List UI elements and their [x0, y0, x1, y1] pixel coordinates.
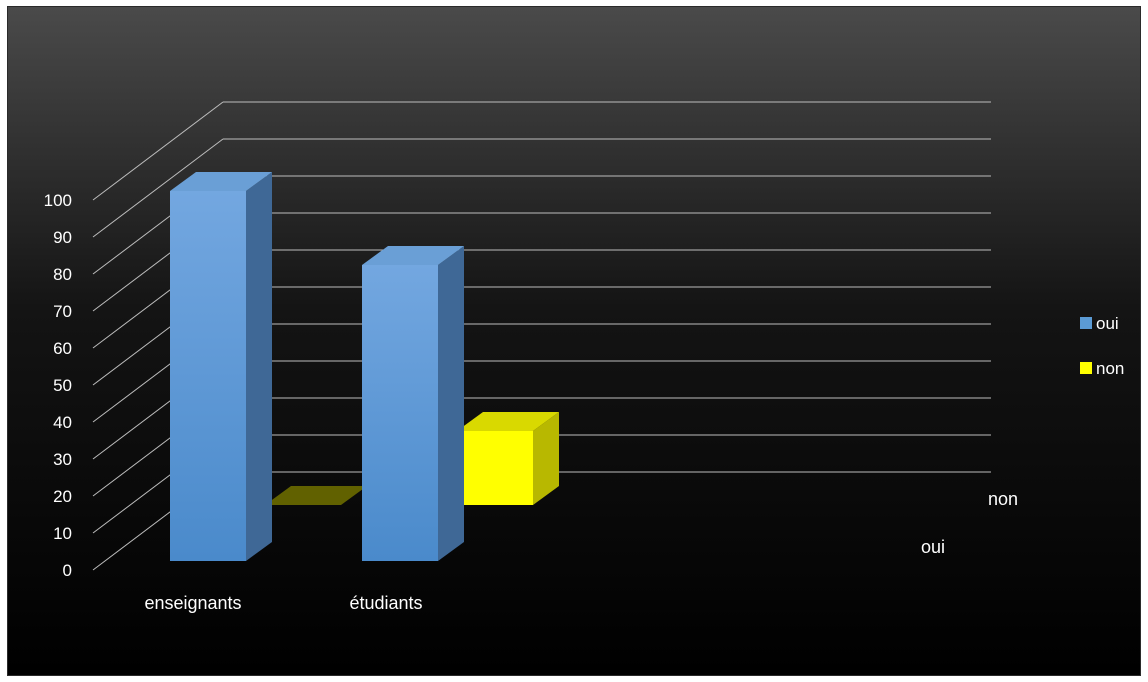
legend-label: oui	[1096, 314, 1119, 333]
bars	[170, 172, 559, 561]
bar-top	[265, 486, 367, 505]
bar-oui-enseignants	[170, 172, 272, 561]
bar-side	[533, 412, 559, 505]
legend-item-non: non	[1080, 359, 1124, 378]
bar-side	[438, 246, 464, 561]
legend: oui non	[1080, 314, 1124, 378]
gridline-side	[92, 101, 224, 201]
bar-non-étudiants	[457, 412, 559, 505]
bar-front	[170, 191, 246, 561]
x-category-label: enseignants	[144, 593, 241, 613]
x-axis-categories: enseignants étudiants	[144, 593, 422, 613]
chart-area: 0 10 20 30 40 50 60 70 80 90 100 enseignants étudia…	[7, 6, 1141, 676]
bar-front	[362, 265, 438, 561]
y-tick-label: 10	[53, 524, 72, 543]
bar-top	[457, 412, 559, 431]
y-tick-label: 20	[53, 487, 72, 506]
legend-item-oui: oui	[1080, 314, 1119, 333]
depth-axis-labels: non oui	[921, 489, 1018, 557]
chart-svg: 0 10 20 30 40 50 60 70 80 90 100 enseignants étudia…	[8, 7, 1140, 675]
y-axis-ticks: 0 10 20 30 40 50 60 70 80 90 100	[44, 191, 72, 580]
y-tick-label: 90	[53, 228, 72, 247]
bar-non-enseignants	[265, 486, 367, 505]
x-category-label: étudiants	[349, 593, 422, 613]
gridline-side	[92, 138, 224, 238]
y-tick-label: 50	[53, 376, 72, 395]
bar-oui-étudiants	[362, 246, 464, 561]
y-tick-label: 70	[53, 302, 72, 321]
legend-label: non	[1096, 359, 1124, 378]
y-tick-label: 30	[53, 450, 72, 469]
bar-front	[457, 431, 533, 505]
bar-top	[362, 246, 464, 265]
legend-swatch	[1080, 362, 1092, 374]
bar-top	[170, 172, 272, 191]
depth-axis-label: oui	[921, 537, 945, 557]
legend-swatch	[1080, 317, 1092, 329]
y-tick-label: 80	[53, 265, 72, 284]
y-tick-label: 60	[53, 339, 72, 358]
y-tick-label: 0	[63, 561, 72, 580]
bar-side	[246, 172, 272, 561]
depth-axis-label: non	[988, 489, 1018, 509]
y-tick-label: 100	[44, 191, 72, 210]
y-tick-label: 40	[53, 413, 72, 432]
